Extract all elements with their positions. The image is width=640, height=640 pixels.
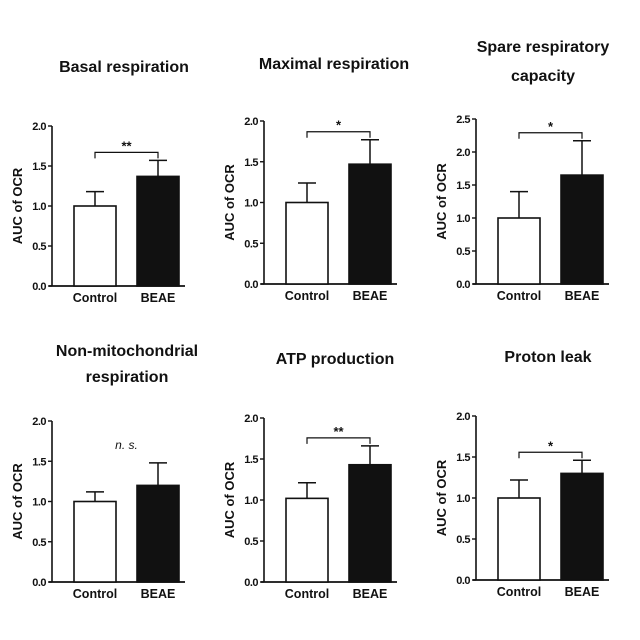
category-label: BEAE [565,585,600,599]
y-tick-label: 0.5 [456,534,470,546]
category-label: Control [497,289,541,303]
chart-panel: ATP production AUC of OCR 0.0 0.5 1.0 1.5 2.0 C… [222,351,397,601]
bar [349,164,391,284]
significance-label: * [548,119,554,134]
chart-panel: Maximal respiration AUC of OCR 0.0 0.5 1.0 1.… [222,56,409,303]
chart-panel: Basal respiration AUC of OCR 0.0 0.5 1.0 1.5 2… [10,59,189,305]
y-tick-label: 2.0 [32,121,46,133]
bar [137,176,179,286]
y-axis-label: AUC of OCR [10,463,25,540]
chart-title: Non-mitochondrial [56,343,198,360]
y-tick-label: 2.0 [244,116,258,128]
category-label: Control [285,289,329,303]
y-tick-label: 1.5 [244,157,258,169]
y-tick-label: 0.0 [456,575,470,587]
bar [74,206,116,286]
significance-label: * [548,438,554,453]
category-label: BEAE [565,289,600,303]
bar [561,473,603,580]
y-tick-label: 1.0 [244,495,258,507]
y-tick-label: 0.0 [456,279,470,291]
y-axis-label: AUC of OCR [222,164,237,241]
y-tick-label: 1.5 [32,456,46,468]
chart-title: respiration [86,369,169,386]
significance-label: ** [333,424,344,439]
y-tick-label: 2.0 [32,416,46,428]
y-tick-label: 1.0 [32,201,46,213]
category-label: BEAE [141,587,176,601]
chart-title: Maximal respiration [259,56,409,73]
y-tick-label: 1.0 [456,493,470,505]
chart-panel: Non-mitochondrial respiration AUC of OCR 0.… [10,343,198,601]
y-tick-label: 1.0 [32,497,46,509]
y-tick-label: 1.5 [456,452,470,464]
y-axis-label: AUC of OCR [434,163,449,240]
chart-title: Basal respiration [59,59,189,76]
bar [286,203,328,285]
y-tick-label: 0.5 [32,241,46,253]
y-tick-label: 1.5 [456,180,470,192]
bar [74,502,116,583]
bar [498,498,540,580]
y-tick-label: 2.0 [456,147,470,159]
y-tick-label: 1.5 [32,161,46,173]
chart-title: ATP production [276,351,395,368]
bar [137,485,179,582]
category-label: BEAE [141,291,176,305]
bar [561,175,603,284]
y-tick-label: 2.0 [244,413,258,425]
category-label: BEAE [353,289,388,303]
y-tick-label: 0.0 [32,281,46,293]
significance-label: n. s. [115,438,138,452]
y-tick-label: 0.0 [244,577,258,589]
y-tick-label: 0.0 [244,279,258,291]
y-tick-label: 2.5 [456,114,470,126]
category-label: Control [73,587,117,601]
chart-title: capacity [511,68,575,85]
significance-label: ** [121,138,132,153]
y-tick-label: 0.5 [244,536,258,548]
category-label: BEAE [353,587,388,601]
chart-panel: Spare respiratory capacity AUC of OCR 0.0 0.… [434,39,609,303]
y-tick-label: 1.0 [456,213,470,225]
y-tick-label: 2.0 [456,411,470,423]
y-tick-label: 0.5 [456,246,470,258]
chart-panel: Proton leak AUC of OCR 0.0 0.5 1.0 1.5 2.0 Cont… [434,349,609,599]
bar [498,218,540,284]
significance-label: * [336,118,342,133]
category-label: Control [497,585,541,599]
category-label: Control [73,291,117,305]
chart-title: Spare respiratory [477,39,610,56]
y-axis-label: AUC of OCR [434,459,449,536]
bar [286,498,328,582]
y-tick-label: 1.5 [244,454,258,466]
category-label: Control [285,587,329,601]
y-tick-label: 0.0 [32,577,46,589]
y-tick-label: 0.5 [244,238,258,250]
y-axis-label: AUC of OCR [10,167,25,244]
y-axis-label: AUC of OCR [222,461,237,538]
chart-title: Proton leak [504,349,591,366]
bar [349,465,391,582]
y-tick-label: 1.0 [244,198,258,210]
y-tick-label: 0.5 [32,537,46,549]
